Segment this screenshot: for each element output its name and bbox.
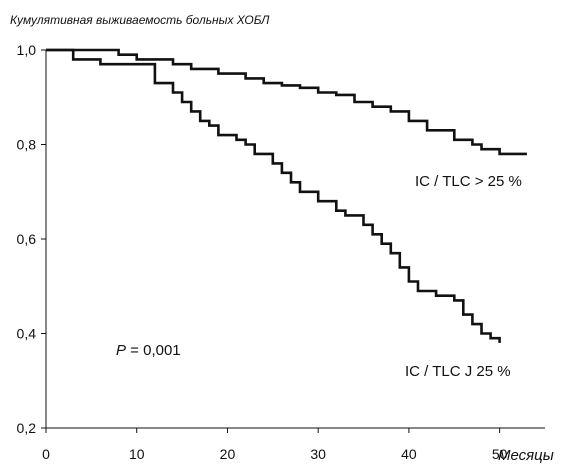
x-tick-label: 40 [401,446,417,462]
x-tick-label: 10 [129,446,145,462]
y-tick-label: 0,2 [17,420,37,436]
x-axis-ticks: 0 10 20 30 40 50 [42,428,508,462]
p-value-annotation: P = 0,001 [116,342,181,359]
y-tick-label: 0,4 [17,326,37,342]
chart-title: Кумулятивная выживаемость больных ХОБЛ [10,13,270,27]
y-tick-label: 0,6 [17,231,37,247]
p-value-letter: P [116,342,126,359]
x-tick-label: 20 [220,446,236,462]
x-tick-label: 50 [492,446,508,462]
series-label-low: IC / TLC J 25 % [405,363,511,380]
series-layer [46,48,527,343]
p-value-text: = 0,001 [126,342,181,359]
y-tick-label: 1,0 [17,42,37,58]
x-tick-label: 0 [42,446,50,462]
x-tick-label: 30 [310,446,326,462]
y-axis-ticks: 0,2 0,4 0,6 0,8 1,0 [17,42,46,436]
survival-line-low-ic-tlc [46,48,501,343]
series-label-high: IC / TLC > 25 % [415,173,522,190]
survival-line-high-ic-tlc [46,48,527,156]
y-tick-label: 0,8 [17,137,37,153]
x-axis-label: Месяцы [498,447,554,464]
